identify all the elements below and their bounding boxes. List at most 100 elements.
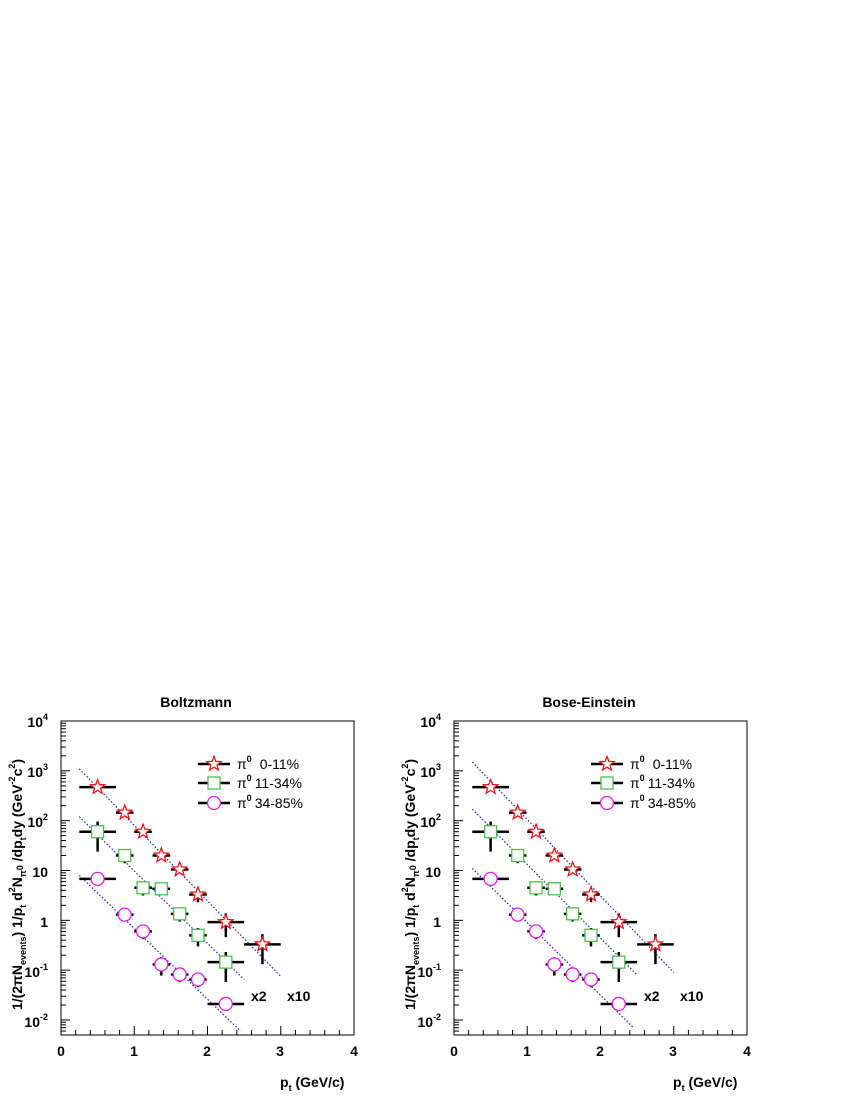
fit-line xyxy=(78,874,241,1032)
y-tick-label: 1 xyxy=(40,914,48,930)
data-point-square xyxy=(529,881,543,895)
y-tick-label: 10 xyxy=(32,864,48,880)
data-point-star xyxy=(189,885,207,903)
legend-label: π0 0-11% xyxy=(237,754,299,772)
legend-entry: π0 34-85% xyxy=(198,793,303,811)
legend-entry: π0 0-11% xyxy=(591,754,692,772)
legend-label: π0 34-85% xyxy=(237,793,303,811)
legend-entry: π0 34-85% xyxy=(591,793,696,811)
y-tick-label: 104 xyxy=(420,712,441,730)
data-point-star xyxy=(508,803,527,821)
x-tick-label: 2 xyxy=(596,1043,604,1059)
data-point-star xyxy=(253,935,272,952)
data-point-square xyxy=(90,825,105,839)
data-point-square xyxy=(136,881,150,895)
fit-line xyxy=(471,868,634,1029)
data-point-circle xyxy=(565,967,580,982)
data-point-square xyxy=(612,955,626,969)
legend-label: π0 34-85% xyxy=(630,793,696,811)
legend-label: π0 11-34% xyxy=(237,773,302,791)
chart-title: Boltzmann xyxy=(160,694,232,710)
x-tick-label: 1 xyxy=(523,1043,531,1059)
legend-square-icon xyxy=(600,776,614,790)
legend-star-icon xyxy=(205,754,223,772)
data-point-star xyxy=(646,935,665,952)
multiplier-label: x2 xyxy=(644,988,660,1004)
x-tick-label: 1 xyxy=(130,1043,138,1059)
data-point-circle xyxy=(154,957,169,972)
legend-entry: π0 11-34% xyxy=(591,773,695,791)
data-point-star xyxy=(527,822,545,840)
data-points xyxy=(79,777,281,1012)
x-axis-title: pt (GeV/c) xyxy=(280,1074,344,1093)
x-tick-label: 3 xyxy=(276,1043,284,1059)
panel-bose-einstein: Bose-Einstein 0 1 2 3 4 10-2 10-1 1 10 1… xyxy=(400,694,751,1093)
legend-label: π0 11-34% xyxy=(630,773,695,791)
legend: π0 0-11% π0 11-34% π0 34-85% xyxy=(198,754,303,811)
x-tick-label: 4 xyxy=(350,1043,358,1059)
data-point-star xyxy=(134,822,152,840)
legend-star-icon xyxy=(598,754,616,772)
axis-ticks xyxy=(60,720,355,1036)
data-point-square xyxy=(173,907,187,921)
legend-circle-icon xyxy=(599,795,615,811)
y-tick-label: 10-1 xyxy=(24,962,48,980)
data-point-circle xyxy=(483,871,498,886)
y-tick-label: 10-2 xyxy=(24,1012,48,1030)
data-point-star xyxy=(609,912,628,930)
x-tick-label: 4 xyxy=(743,1043,751,1059)
y-tick-labels: 10-2 10-1 1 10 102 103 104 xyxy=(417,712,441,1030)
chart-title: Bose-Einstein xyxy=(542,694,635,710)
data-point-circle xyxy=(528,924,544,939)
data-point-star xyxy=(170,860,189,877)
data-point-square xyxy=(154,882,169,896)
y-tick-label: 102 xyxy=(420,812,441,830)
y-tick-label: 104 xyxy=(27,712,48,730)
data-point-circle xyxy=(583,972,599,987)
data-point-star xyxy=(563,860,582,877)
x-tick-label: 0 xyxy=(450,1043,458,1059)
data-point-circle xyxy=(611,996,626,1012)
x-tick-label: 2 xyxy=(203,1043,211,1059)
legend-entry: π0 11-34% xyxy=(198,773,302,791)
data-point-square xyxy=(219,955,233,969)
data-point-square xyxy=(511,848,525,863)
data-point-circle xyxy=(90,871,105,886)
y-tick-label: 103 xyxy=(27,762,48,780)
data-point-star xyxy=(115,803,134,821)
y-tick-label: 1 xyxy=(433,914,441,930)
multiplier-label: x2 xyxy=(251,988,267,1004)
data-point-star xyxy=(216,912,235,930)
legend-label: π0 0-11% xyxy=(630,754,692,772)
x-tick-label: 0 xyxy=(57,1043,65,1059)
multiplier-label: x10 xyxy=(680,988,704,1004)
data-point-square xyxy=(566,907,580,921)
data-point-square xyxy=(547,882,562,896)
data-point-star xyxy=(88,777,107,795)
legend-circle-icon xyxy=(206,795,222,811)
y-tick-label: 103 xyxy=(420,762,441,780)
fit-line xyxy=(471,761,675,973)
data-point-square xyxy=(191,928,205,942)
data-point-circle xyxy=(547,957,562,972)
y-tick-label: 102 xyxy=(27,812,48,830)
panel-boltzmann: Boltzmann 0 1 2 3 4 10-2 10-1 1 10 102 1… xyxy=(7,694,358,1093)
axis-ticks xyxy=(453,720,748,1036)
x-tick-label: 3 xyxy=(669,1043,677,1059)
legend: π0 0-11% π0 11-34% π0 34-85% xyxy=(591,754,696,811)
y-tick-label: 10-1 xyxy=(417,962,441,980)
data-point-star xyxy=(481,777,500,795)
data-point-star xyxy=(545,846,564,864)
data-point-circle xyxy=(218,996,233,1012)
data-point-circle xyxy=(172,967,187,982)
data-point-square xyxy=(584,928,598,942)
x-axis-title: pt (GeV/c) xyxy=(673,1074,737,1093)
data-points xyxy=(472,777,674,1012)
y-tick-label: 10-2 xyxy=(417,1012,441,1030)
y-axis-title: 1/(2πNevents) 1/pt d2Nπ0 /dptdy (GeV-2c2… xyxy=(7,759,28,1010)
data-point-circle xyxy=(190,972,206,987)
data-point-circle xyxy=(117,907,132,922)
data-point-star xyxy=(152,846,171,864)
